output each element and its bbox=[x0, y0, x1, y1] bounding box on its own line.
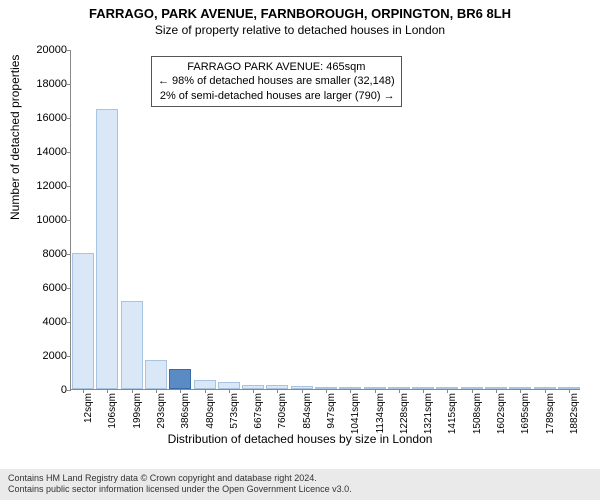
x-tick-mark bbox=[375, 389, 376, 393]
y-tick-mark bbox=[67, 118, 71, 119]
y-tick-label: 14000 bbox=[36, 146, 71, 158]
x-tick-mark bbox=[302, 389, 303, 393]
x-tick-label: 1134sqm bbox=[375, 393, 386, 433]
bar bbox=[145, 360, 167, 389]
y-tick-label: 18000 bbox=[36, 78, 71, 90]
bar bbox=[412, 387, 434, 389]
x-tick-mark bbox=[399, 389, 400, 393]
y-tick-mark bbox=[67, 220, 71, 221]
x-tick-label: 480sqm bbox=[205, 393, 216, 429]
annotation-line-1: FARRAGO PARK AVENUE: 465sqm bbox=[158, 60, 395, 74]
x-tick-mark bbox=[545, 389, 546, 393]
y-tick-mark bbox=[67, 322, 71, 323]
x-tick-label: 1789sqm bbox=[545, 393, 556, 434]
bar bbox=[72, 253, 94, 389]
x-tick-label: 12sqm bbox=[83, 393, 94, 423]
y-tick-mark bbox=[67, 84, 71, 85]
annotation-box: FARRAGO PARK AVENUE: 465sqm← 98% of deta… bbox=[151, 56, 402, 107]
bar bbox=[509, 387, 531, 389]
chart-plot-area: 0200040006000800010000120001400016000180… bbox=[70, 50, 580, 390]
x-tick-mark bbox=[277, 389, 278, 393]
x-tick-label: 199sqm bbox=[132, 393, 143, 429]
x-tick-mark bbox=[229, 389, 230, 393]
bar bbox=[364, 387, 386, 389]
y-tick-mark bbox=[67, 50, 71, 51]
x-tick-mark bbox=[569, 389, 570, 393]
bar bbox=[194, 380, 216, 389]
x-tick-label: 947sqm bbox=[326, 393, 337, 429]
y-tick-label: 20000 bbox=[36, 44, 71, 56]
bar bbox=[388, 387, 410, 389]
bar bbox=[96, 109, 118, 390]
x-tick-label: 1508sqm bbox=[472, 393, 483, 434]
bar bbox=[242, 385, 264, 389]
x-tick-mark bbox=[107, 389, 108, 393]
y-tick-mark bbox=[67, 356, 71, 357]
x-tick-label: 1695sqm bbox=[520, 393, 531, 434]
y-tick-label: 12000 bbox=[36, 180, 71, 192]
x-tick-label: 667sqm bbox=[253, 393, 264, 429]
chart-title-sub: Size of property relative to detached ho… bbox=[0, 21, 600, 37]
x-axis-label: Distribution of detached houses by size … bbox=[0, 432, 600, 446]
x-tick-mark bbox=[205, 389, 206, 393]
annotation-line-2: ← 98% of detached houses are smaller (32… bbox=[158, 74, 395, 88]
y-tick-mark bbox=[67, 186, 71, 187]
bar bbox=[461, 387, 483, 389]
x-tick-label: 1602sqm bbox=[496, 393, 507, 434]
bar bbox=[266, 385, 288, 389]
bar bbox=[558, 387, 580, 389]
footer-line-1: Contains HM Land Registry data © Crown c… bbox=[8, 473, 592, 485]
chart-title-main: FARRAGO, PARK AVENUE, FARNBOROUGH, ORPIN… bbox=[0, 0, 600, 21]
y-tick-mark bbox=[67, 288, 71, 289]
bar bbox=[121, 301, 143, 389]
y-axis-label: Number of detached properties bbox=[8, 55, 22, 220]
x-tick-mark bbox=[132, 389, 133, 393]
y-tick-mark bbox=[67, 390, 71, 391]
x-tick-mark bbox=[180, 389, 181, 393]
bar bbox=[218, 382, 240, 389]
bar bbox=[339, 387, 361, 389]
x-tick-label: 293sqm bbox=[156, 393, 167, 429]
chart-container: FARRAGO, PARK AVENUE, FARNBOROUGH, ORPIN… bbox=[0, 0, 600, 500]
x-tick-label: 106sqm bbox=[107, 393, 118, 429]
x-tick-label: 760sqm bbox=[277, 393, 288, 429]
bar bbox=[436, 387, 458, 389]
x-tick-mark bbox=[496, 389, 497, 393]
x-tick-label: 1228sqm bbox=[399, 393, 410, 434]
chart-footer: Contains HM Land Registry data © Crown c… bbox=[0, 469, 600, 500]
x-tick-mark bbox=[253, 389, 254, 393]
annotation-line-3: 2% of semi-detached houses are larger (7… bbox=[158, 89, 395, 103]
x-tick-label: 1415sqm bbox=[447, 393, 458, 434]
x-tick-mark bbox=[156, 389, 157, 393]
bar bbox=[485, 387, 507, 389]
x-tick-mark bbox=[350, 389, 351, 393]
x-tick-mark bbox=[447, 389, 448, 393]
bar bbox=[534, 387, 556, 389]
x-tick-label: 573sqm bbox=[229, 393, 240, 429]
y-tick-mark bbox=[67, 254, 71, 255]
x-tick-mark bbox=[326, 389, 327, 393]
x-tick-mark bbox=[472, 389, 473, 393]
bar bbox=[291, 386, 313, 389]
x-tick-label: 854sqm bbox=[302, 393, 313, 429]
bar bbox=[315, 387, 337, 389]
x-tick-label: 1321sqm bbox=[423, 393, 434, 434]
y-tick-label: 16000 bbox=[36, 112, 71, 124]
y-tick-label: 10000 bbox=[36, 214, 71, 226]
x-tick-label: 386sqm bbox=[180, 393, 191, 429]
bar-highlight bbox=[169, 369, 191, 389]
x-tick-label: 1882sqm bbox=[569, 393, 580, 434]
x-tick-mark bbox=[520, 389, 521, 393]
y-tick-mark bbox=[67, 152, 71, 153]
footer-line-2: Contains public sector information licen… bbox=[8, 484, 592, 496]
x-tick-mark bbox=[423, 389, 424, 393]
x-tick-label: 1041sqm bbox=[350, 393, 361, 434]
x-tick-mark bbox=[83, 389, 84, 393]
